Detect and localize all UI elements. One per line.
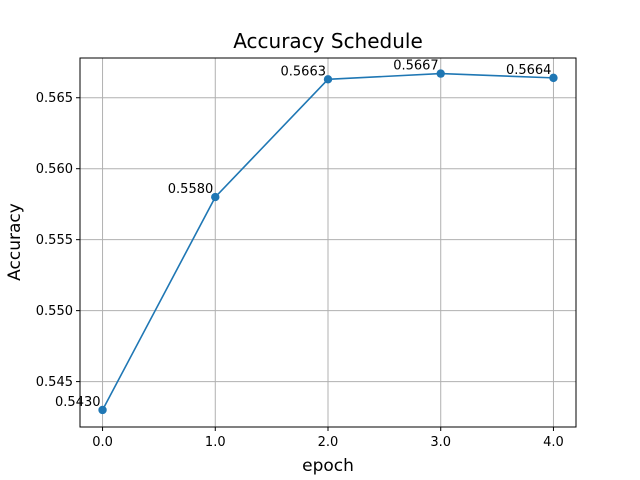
y-axis-ticks: 0.545 0.550 0.555 0.560 0.565	[36, 91, 80, 390]
chart-title: Accuracy Schedule	[233, 29, 423, 53]
x-axis-ticks: 0.0 1.0 2.0 3.0 4.0	[92, 427, 564, 450]
y-tick-label: 0.565	[36, 91, 73, 106]
x-tick-label: 4.0	[543, 435, 564, 450]
data-label: 0.5430	[55, 395, 101, 410]
y-tick-label: 0.560	[36, 162, 73, 177]
data-point	[436, 69, 445, 78]
x-tick-label: 2.0	[318, 435, 339, 450]
data-label: 0.5663	[281, 64, 327, 79]
data-point	[211, 192, 220, 202]
x-tick-label: 1.0	[205, 435, 226, 450]
data-point	[323, 75, 333, 84]
grid-lines	[80, 58, 576, 427]
x-axis-label: epoch	[302, 456, 354, 476]
y-tick-label: 0.550	[36, 304, 73, 319]
y-tick-label: 0.555	[36, 233, 73, 248]
data-label: 0.5667	[393, 59, 439, 74]
x-tick-label: 0.0	[92, 435, 113, 450]
data-labels: 0.5430 0.5580 0.5663 0.5667 0.5664	[55, 59, 551, 410]
y-tick-label: 0.545	[36, 375, 73, 390]
data-point	[549, 73, 558, 83]
data-point	[98, 405, 107, 415]
data-label: 0.5580	[168, 182, 214, 197]
y-axis-label: Accuracy	[5, 203, 25, 281]
data-label: 0.5664	[506, 63, 552, 78]
plot-frame	[79, 57, 577, 428]
series-layer	[98, 69, 558, 415]
x-tick-label: 3.0	[430, 435, 451, 450]
